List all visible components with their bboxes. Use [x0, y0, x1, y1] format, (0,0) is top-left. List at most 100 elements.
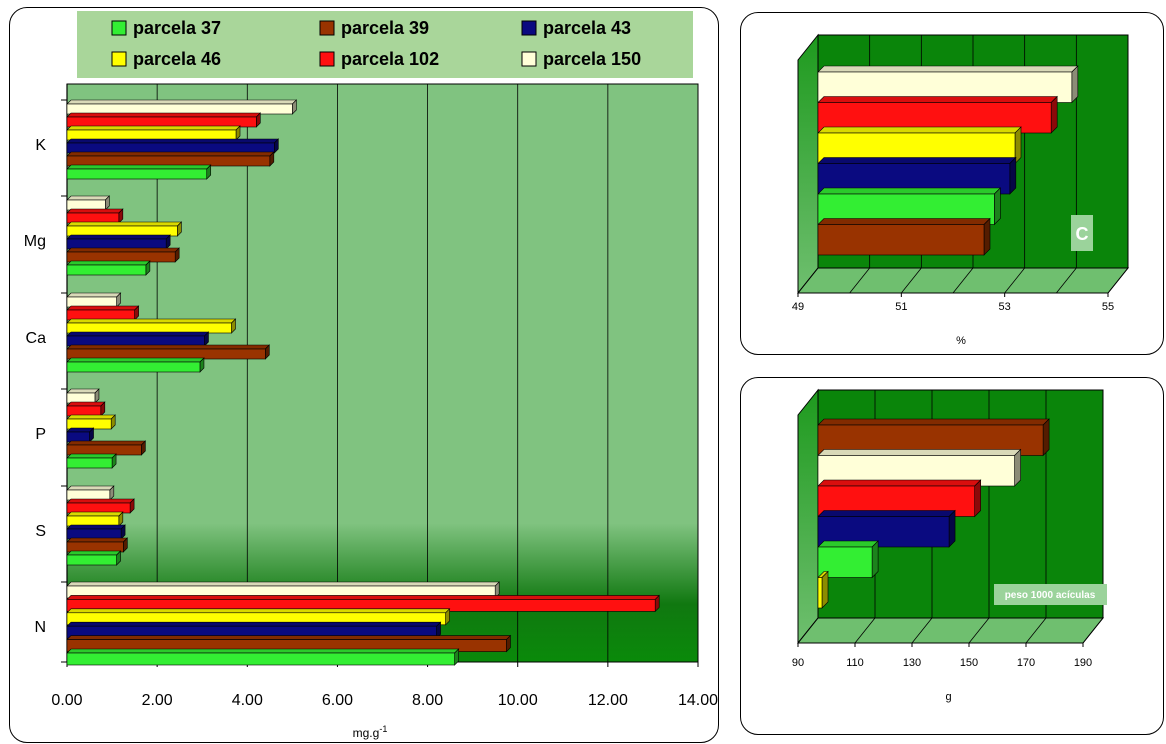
- bar-P-parcela_43-top: [66, 427, 95, 433]
- bar-P-parcela_43-front: [66, 431, 90, 443]
- bar-S-parcela_43-front: [66, 528, 122, 540]
- bar-P-parcela_39-top: [66, 440, 147, 446]
- bar-Ca-parcela_39-front: [66, 348, 266, 360]
- gridline-floor: [901, 267, 922, 294]
- bar-S-parcela_102-top: [66, 498, 135, 504]
- bar-Ca-parcela_37-top: [66, 357, 205, 363]
- legend-box: [77, 11, 693, 78]
- bar-parcela_150-top: [817, 449, 1022, 456]
- x-axis-label: mg.g-1: [353, 724, 388, 740]
- bar-Ca-parcela_102: [66, 305, 140, 321]
- x-tick-label: 8.00: [412, 692, 443, 709]
- bar-K-parcela_102-front: [66, 116, 257, 128]
- bar-Mg-parcela_37-top: [66, 260, 151, 266]
- bar-K-parcela_39-top: [66, 151, 275, 157]
- bar-P-parcela_46: [66, 414, 116, 430]
- bar-parcela_150-top: [817, 65, 1079, 73]
- bar-N-parcela_39: [66, 634, 512, 653]
- x-tick-label: 49: [792, 301, 804, 313]
- legend-swatch: [521, 51, 537, 67]
- y-category-label: Ca: [26, 330, 47, 347]
- bar-parcela_102-side: [974, 479, 982, 518]
- bar-N-parcela_37-front: [66, 652, 455, 666]
- x-tick-label: 110: [846, 657, 864, 669]
- bar-P-parcela_46-top: [66, 414, 116, 420]
- bar-Ca-parcela_150: [66, 292, 122, 308]
- bar-P-parcela_150: [66, 388, 100, 404]
- bar-K-parcela_102-top: [66, 112, 262, 118]
- bar-S-parcela_102: [66, 498, 135, 514]
- bar-S-parcela_102-front: [66, 502, 131, 514]
- bar-Ca-parcela_39-top: [66, 344, 271, 350]
- bar-Mg-parcela_43: [66, 234, 171, 250]
- carbon-chart: 49 51 53 55% C: [792, 33, 1130, 347]
- x-tick-label: 10.00: [498, 692, 538, 709]
- bar-parcela_46-side: [821, 570, 829, 609]
- bar-Mg-parcela_102-front: [66, 212, 120, 224]
- bar-parcela_43-side: [1009, 156, 1017, 195]
- y-category-label: P: [35, 426, 46, 443]
- bar-N-parcela_150: [66, 581, 500, 599]
- bar-Mg-parcela_46-top: [66, 221, 183, 227]
- bar-P-parcela_37-top: [66, 453, 117, 459]
- bar-Mg-parcela_150-front: [66, 199, 106, 211]
- bar-S-parcela_46: [66, 511, 124, 527]
- bar-P-parcela_43: [66, 427, 95, 443]
- x-tick-label: 190: [1074, 657, 1092, 669]
- bar-P-parcela_39: [66, 440, 147, 456]
- bar-Ca-parcela_37: [66, 357, 205, 373]
- legend-swatch: [319, 20, 335, 36]
- y-category-label: K: [35, 137, 46, 154]
- plot-area: [66, 83, 699, 663]
- bar-S-parcela_43: [66, 524, 126, 540]
- bar-parcela_37-top: [817, 540, 879, 548]
- bar-N-parcela_150-top: [66, 581, 500, 587]
- bar-K-parcela_43-top: [66, 138, 280, 144]
- x-tick-label: 150: [960, 657, 978, 669]
- bar-parcela_46-top: [817, 126, 1022, 134]
- bar-Ca-parcela_46-front: [66, 322, 232, 334]
- gridline-floor: [952, 267, 974, 294]
- bar-Ca-parcela_102-front: [66, 309, 135, 321]
- bar-S-parcela_39: [66, 537, 129, 553]
- bar-parcela_102-top: [817, 479, 982, 487]
- bar-N-parcela_37: [66, 648, 460, 666]
- gridline-floor: [911, 617, 933, 644]
- left-wall: [797, 388, 819, 645]
- bar-Ca-parcela_102-top: [66, 305, 140, 311]
- bar-parcela_39-top: [817, 418, 1050, 426]
- gridline-floor: [1056, 267, 1077, 294]
- bar-P-parcela_37-front: [66, 457, 113, 469]
- bar-parcela_39-front: [817, 224, 985, 256]
- weight-chart: 90 110 130 150 170 190 g peso 1000 acículas: [792, 388, 1107, 703]
- bar-P-parcela_102-top: [66, 401, 106, 407]
- legend-swatch: [111, 51, 127, 67]
- x-tick-label: 55: [1102, 301, 1114, 313]
- bar-N-parcela_39-top: [66, 635, 512, 640]
- bar-K-parcela_46: [66, 125, 241, 141]
- bar-Mg-parcela_150: [66, 195, 111, 211]
- bar-K-parcela_102: [66, 112, 262, 128]
- bar-Mg-parcela_46-front: [66, 225, 178, 237]
- bar-S-parcela_43-top: [66, 524, 126, 530]
- bar-S-parcela_46-top: [66, 511, 124, 517]
- gridline-floor: [854, 617, 876, 644]
- bar-S-parcela_150: [66, 485, 115, 501]
- bar-S-parcela_150-top: [66, 485, 115, 491]
- main-chart: 0.00 2.00 4.00 6.00 8.00 10.00 12.00 14.00 K Mg Ca…: [24, 11, 718, 740]
- bar-N-parcela_102-top: [66, 595, 660, 600]
- bar-parcela_102-side: [1050, 95, 1058, 134]
- gridline-floor: [1082, 617, 1104, 644]
- bar-parcela_150-side: [1071, 65, 1079, 104]
- legend-label: parcela 150: [543, 49, 641, 69]
- bar-N-parcela_46: [66, 608, 451, 626]
- legend-swatch: [111, 20, 127, 36]
- bar-Ca-parcela_150-top: [66, 292, 122, 298]
- bar-Mg-parcela_37: [66, 260, 151, 276]
- bar-parcela_37-side: [871, 540, 879, 579]
- x-tick-label: 6.00: [322, 692, 353, 709]
- legend-label: parcela 102: [341, 49, 439, 69]
- bar-Mg-parcela_43-top: [66, 234, 171, 240]
- legend: parcela 37 parcela 39 parcela 43 parcela 46…: [77, 11, 693, 78]
